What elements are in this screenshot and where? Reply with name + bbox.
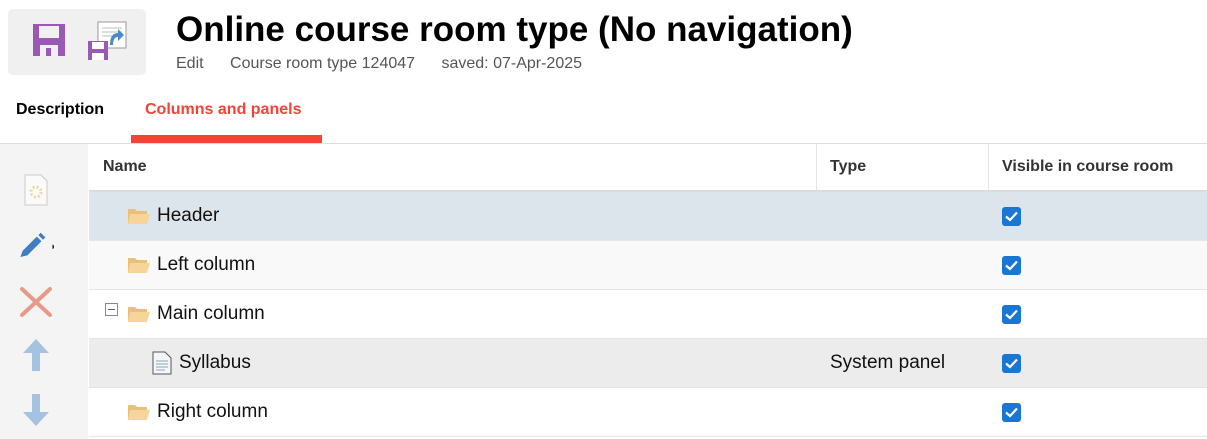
table-row[interactable]: Left column <box>89 241 1207 290</box>
folder-icon <box>128 307 150 322</box>
row-name: Right column <box>157 401 268 422</box>
mode-label: Edit <box>176 55 204 72</box>
edit-pencil-icon[interactable] <box>18 228 54 264</box>
delete-x-icon[interactable] <box>18 284 54 320</box>
active-tab-indicator <box>131 135 322 143</box>
table-row[interactable]: Right column <box>89 388 1207 437</box>
row-name: Header <box>157 205 220 226</box>
row-name: Main column <box>157 303 265 324</box>
move-up-arrow-icon[interactable] <box>18 337 54 373</box>
side-toolbar <box>0 144 88 439</box>
divider <box>0 143 1207 144</box>
row-type <box>817 388 989 436</box>
visible-checkbox[interactable] <box>1002 353 1021 373</box>
document-icon <box>152 351 172 375</box>
row-type <box>817 192 989 240</box>
columns-table: Name Type Visible in course room Header L… <box>89 144 1207 437</box>
move-down-arrow-icon[interactable] <box>18 392 54 428</box>
record-meta: Edit Course room type 124047 saved: 07-A… <box>176 55 604 73</box>
row-type <box>817 290 989 338</box>
table-row[interactable]: Main column <box>89 290 1207 339</box>
table-row[interactable]: Syllabus System panel <box>89 339 1207 388</box>
row-type: System panel <box>830 352 946 373</box>
tab-description[interactable]: Description <box>16 101 105 118</box>
saved-label: saved: 07-Apr-2025 <box>441 55 583 72</box>
visible-checkbox[interactable] <box>1002 402 1021 422</box>
folder-icon <box>128 405 150 420</box>
column-header-name[interactable]: Name <box>89 144 817 190</box>
visible-checkbox[interactable] <box>1002 304 1021 324</box>
column-header-type[interactable]: Type <box>817 144 989 190</box>
folder-icon <box>128 258 150 273</box>
record-label: Course room type 124047 <box>230 55 416 72</box>
column-header-visible[interactable]: Visible in course room <box>1002 158 1174 175</box>
row-name: Syllabus <box>179 352 251 373</box>
tab-columns-and-panels[interactable]: Columns and panels <box>145 101 302 118</box>
visible-checkbox[interactable] <box>1002 206 1021 226</box>
page-title: Online course room type (No navigation) <box>176 10 853 49</box>
visible-checkbox[interactable] <box>1002 255 1021 275</box>
table-row[interactable]: Header <box>89 192 1207 241</box>
row-type <box>817 241 989 289</box>
collapse-toggle-icon[interactable] <box>105 302 118 316</box>
folder-icon <box>128 209 150 224</box>
save-toolbar <box>8 9 146 75</box>
row-name: Left column <box>157 254 256 275</box>
table-header: Name Type Visible in course room <box>89 144 1207 192</box>
save-and-close-icon[interactable] <box>88 21 128 66</box>
save-icon[interactable] <box>32 23 66 62</box>
new-panel-icon[interactable] <box>18 172 54 208</box>
